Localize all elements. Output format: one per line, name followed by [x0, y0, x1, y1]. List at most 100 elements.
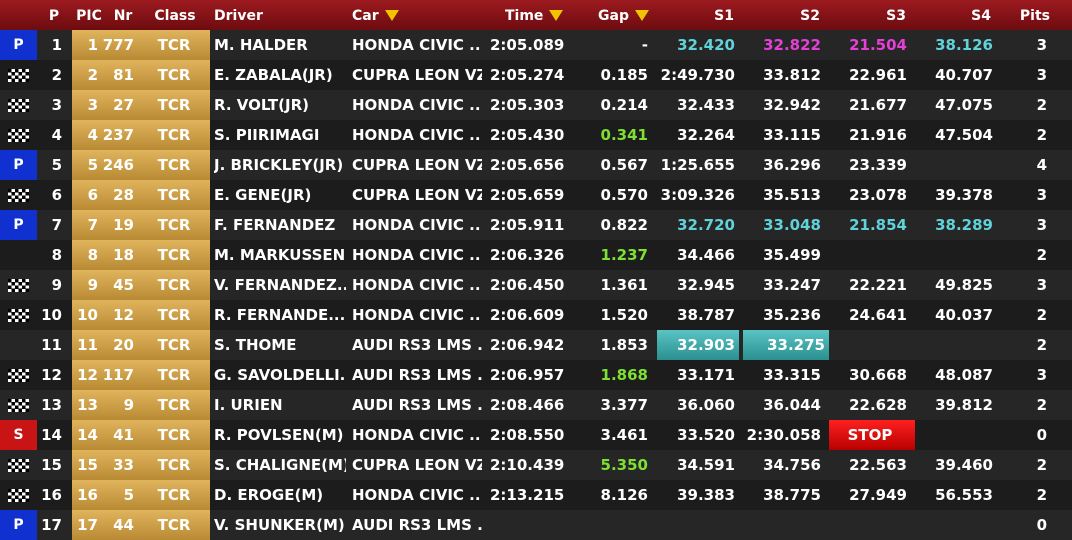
cell-driver: D. EROGE(M): [214, 486, 324, 504]
table-row[interactable]: 10 10 12 TCR R. FERNANDE... HONDA CIVIC ... 2:…: [0, 300, 1072, 330]
table-row[interactable]: S 14 14 41 TCR R. POVLSEN(M) HONDA CIVIC ... 2:…: [0, 420, 1072, 450]
cell-sector-2: 35.236: [763, 306, 821, 324]
header-s1[interactable]: S1: [714, 8, 734, 24]
cell-time: 2:06.609: [490, 306, 565, 324]
header-gap[interactable]: Gap: [598, 0, 668, 30]
cell-pic: 11: [72, 330, 102, 360]
table-row[interactable]: 13 13 9 TCR I. URIEN AUDI RS3 LMS ... 2:08.466…: [0, 390, 1072, 420]
cell-car: CUPRA LEON VZ: [352, 186, 482, 204]
checkered-flag-icon: [0, 60, 37, 90]
header-s2[interactable]: S2: [800, 8, 820, 24]
cell-pic: 16: [72, 480, 102, 510]
header-class[interactable]: Class: [154, 8, 196, 24]
cell-number: 18: [102, 240, 138, 270]
table-row[interactable]: 15 15 33 TCR S. CHALIGNE(M) CUPRA LEON VZ 2:10…: [0, 450, 1072, 480]
table-row[interactable]: 12 12 117 TCR G. SAVOLDELLI... AUDI RS3 LMS .…: [0, 360, 1072, 390]
cell-gap: 1.520: [600, 306, 648, 324]
checkered-flag-icon: [8, 99, 29, 112]
pit-flag: P: [0, 30, 37, 60]
cell-sector-2: 35.499: [763, 246, 821, 264]
cell-driver: M. MARKUSSEN: [214, 246, 346, 264]
checkered-flag-icon: [8, 369, 29, 382]
header-pos[interactable]: P: [48, 8, 60, 24]
cell-sector-1: 32.433: [677, 96, 735, 114]
cell-pic: 5: [72, 150, 102, 180]
cell-driver: E. ZABALA(JR): [214, 66, 333, 84]
header-pic[interactable]: PIC: [76, 8, 102, 24]
table-row[interactable]: 9 9 45 TCR V. FERNANDEZ... HONDA CIVIC ... 2:0…: [0, 270, 1072, 300]
cell-number: 45: [102, 270, 138, 300]
cell-class: TCR: [138, 120, 210, 150]
cell-pic: 9: [72, 270, 102, 300]
cell-sector-1: 33.520: [677, 426, 735, 444]
cell-car: CUPRA LEON VZ: [352, 66, 482, 84]
header-time[interactable]: Time: [505, 0, 585, 30]
checkered-flag-icon: [8, 129, 29, 142]
cell-pits: 2: [1036, 306, 1047, 324]
cell-number: 81: [102, 60, 138, 90]
cell-pits: 0: [1036, 426, 1047, 444]
cell-class: TCR: [138, 240, 210, 270]
cell-car: CUPRA LEON VZ: [352, 156, 482, 174]
cell-car: AUDI RS3 LMS ...: [352, 366, 482, 384]
header-s4[interactable]: S4: [971, 8, 991, 24]
flag-cell: [0, 330, 37, 360]
cell-number: 12: [102, 300, 138, 330]
checkered-flag-icon: [0, 480, 37, 510]
cell-pic: 13: [72, 390, 102, 420]
cell-class: TCR: [138, 360, 210, 390]
checkered-flag-icon: [0, 390, 37, 420]
cell-position: 3: [51, 96, 62, 114]
header-pits[interactable]: Pits: [1019, 8, 1050, 24]
cell-class: TCR: [138, 150, 210, 180]
checkered-flag-icon: [8, 399, 29, 412]
cell-time: 2:06.957: [490, 366, 565, 384]
cell-gap: 0.214: [600, 96, 648, 114]
cell-sector-4: [915, 420, 997, 450]
table-row[interactable]: P 7 7 19 TCR F. FERNANDEZ HONDA CIVIC ... 2:05.…: [0, 210, 1072, 240]
checkered-flag-icon: [0, 180, 37, 210]
header-driver[interactable]: Driver: [214, 8, 263, 24]
table-row[interactable]: 6 6 28 TCR E. GENE(JR) CUPRA LEON VZ 2:05.659 0…: [0, 180, 1072, 210]
cell-sector-1: 32.720: [677, 216, 735, 234]
cell-pits: 2: [1036, 336, 1047, 354]
table-row[interactable]: P 1 1 777 TCR M. HALDER HONDA CIVIC ... 2:05.08…: [0, 30, 1072, 60]
checkered-flag-icon: [0, 120, 37, 150]
header-gap-label: Gap: [598, 8, 629, 24]
table-row[interactable]: 11 11 20 TCR S. THOME AUDI RS3 LMS ... 2:06.94…: [0, 330, 1072, 360]
checkered-flag-icon: [0, 360, 37, 390]
header-car[interactable]: Car: [352, 0, 472, 30]
cell-sector-4: 40.037: [935, 306, 993, 324]
cell-sector-3: 21.854: [849, 216, 907, 234]
cell-driver: V. SHUNKER(M): [214, 516, 345, 534]
header-s3[interactable]: S3: [886, 8, 906, 24]
cell-time: 2:05.911: [490, 216, 565, 234]
header-nr[interactable]: Nr: [113, 8, 133, 24]
cell-pits: 3: [1036, 36, 1047, 54]
cell-sector-4: 48.087: [935, 366, 993, 384]
table-row[interactable]: 2 2 81 TCR E. ZABALA(JR) CUPRA LEON VZ 2:05.27…: [0, 60, 1072, 90]
table-row[interactable]: 4 4 237 TCR S. PIIRIMAGI HONDA CIVIC ... 2:05.…: [0, 120, 1072, 150]
cell-driver: R. VOLT(JR): [214, 96, 309, 114]
header-car-label: Car: [352, 8, 379, 24]
table-row[interactable]: 8 8 18 TCR M. MARKUSSEN HONDA CIVIC ... 2:06.3…: [0, 240, 1072, 270]
cell-car: HONDA CIVIC ...: [352, 126, 482, 144]
table-row[interactable]: P 17 17 44 TCR V. SHUNKER(M) AUDI RS3 LMS ... 0: [0, 510, 1072, 540]
cell-position: 1: [51, 36, 62, 54]
cell-car: HONDA CIVIC ...: [352, 306, 482, 324]
cell-position: 11: [41, 336, 62, 354]
cell-position: 2: [51, 66, 62, 84]
cell-pic: 2: [72, 60, 102, 90]
sort-arrow-icon: [384, 10, 399, 21]
cell-number: 41: [102, 420, 138, 450]
table-row[interactable]: 16 16 5 TCR D. EROGE(M) HONDA CIVIC ... 2:13.2…: [0, 480, 1072, 510]
table-row[interactable]: P 5 5 246 TCR J. BRICKLEY(JR) CUPRA LEON VZ 2:0…: [0, 150, 1072, 180]
cell-time: 2:05.659: [490, 186, 565, 204]
cell-number: 27: [102, 90, 138, 120]
checkered-flag-icon: [0, 450, 37, 480]
cell-pic: 12: [72, 360, 102, 390]
cell-sector-3: 24.641: [849, 306, 907, 324]
table-row[interactable]: 3 3 27 TCR R. VOLT(JR) HONDA CIVIC ... 2:05.30…: [0, 90, 1072, 120]
checkered-flag-icon: [0, 90, 37, 120]
